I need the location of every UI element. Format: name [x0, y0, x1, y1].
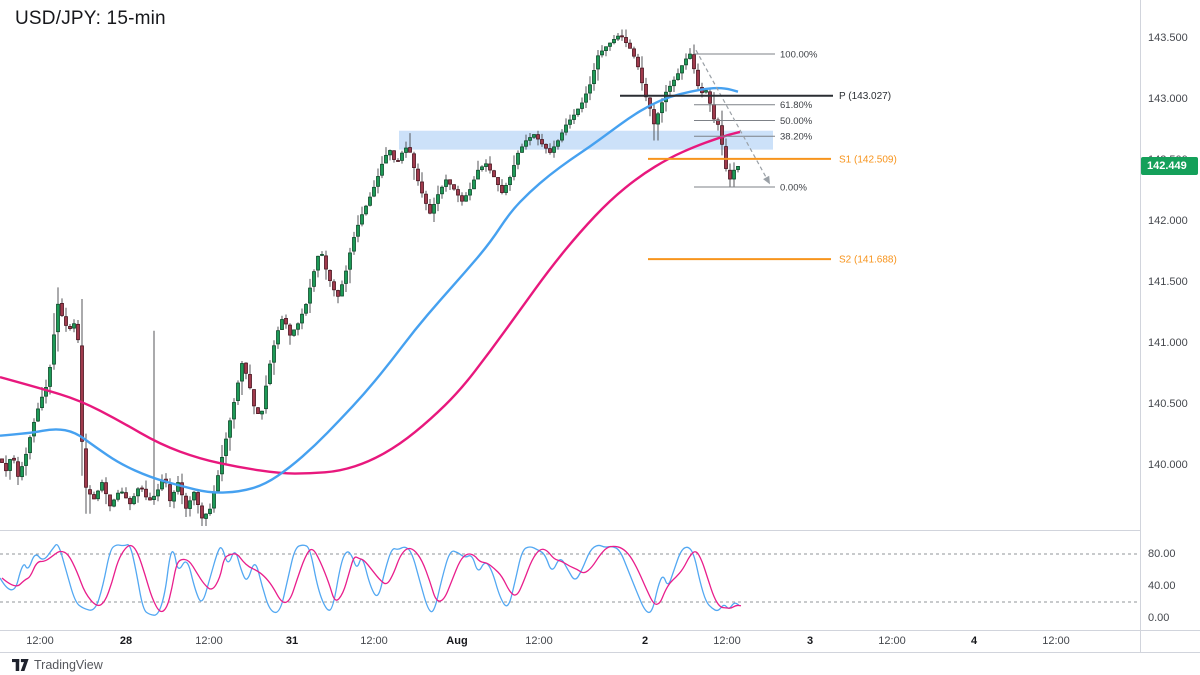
stoch-tick-80.00: 80.00: [1148, 548, 1176, 560]
stochastic-panel: [0, 544, 1140, 616]
time-tick-12:00: 12:00: [195, 635, 223, 647]
time-axis-bottom-border: [0, 652, 1200, 653]
time-axis-top-border: [0, 630, 1200, 631]
ma-fast-line: [0, 86, 739, 494]
pivot-label: P (143.027): [839, 91, 891, 102]
price-tick-141.500: 141.500: [1148, 276, 1188, 288]
fibonacci-retracement: 100.00% 61.80% 50.00% 38.20% 0.00%: [694, 49, 818, 193]
price-tick-143.500: 143.500: [1148, 32, 1188, 44]
fib-level-label: 50.00%: [780, 116, 813, 127]
stoch-tick-40.00: 40.00: [1148, 580, 1176, 592]
time-tick-12:00: 12:00: [713, 635, 741, 647]
time-tick-4: 4: [970, 635, 978, 647]
fib-level-label: 0.00%: [780, 182, 807, 193]
price-tick-143.000: 143.000: [1148, 93, 1188, 105]
price-tick-142.000: 142.000: [1148, 215, 1188, 227]
price-tick-140.500: 140.500: [1148, 398, 1188, 410]
tradingview-logo-text: TradingView: [34, 658, 103, 672]
s2-label: S2 (141.688): [839, 255, 897, 266]
stoch-tick-0.00: 0.00: [1148, 612, 1170, 624]
price-tick-141.000: 141.000: [1148, 337, 1188, 349]
time-tick-12:00: 12:00: [26, 635, 54, 647]
current-price-value: 142.449: [1147, 160, 1187, 173]
tradingview-mark-icon: [12, 658, 29, 671]
fib-level-label: 100.00%: [780, 49, 818, 60]
time-tick-Aug: Aug: [446, 635, 468, 647]
price-tick-140.000: 140.000: [1148, 459, 1188, 471]
current-price-tag: 142.449: [1141, 157, 1198, 176]
time-tick-31: 31: [285, 635, 299, 647]
time-tick-12:00: 12:00: [360, 635, 388, 647]
time-tick-3: 3: [806, 635, 814, 647]
symbol-title: USD/JPY: 15-min: [15, 8, 166, 29]
trend-arrowhead: [763, 175, 770, 185]
s1-label: S1 (142.509): [839, 154, 897, 165]
time-tick-28: 28: [119, 635, 133, 647]
time-tick-2: 2: [641, 635, 649, 647]
panel-separator: [0, 530, 1140, 531]
candlestick-series: [0, 29, 740, 526]
ma-slow-line: [0, 130, 741, 475]
tradingview-logo[interactable]: TradingView: [12, 658, 103, 672]
time-tick-12:00: 12:00: [525, 635, 553, 647]
stoch-k-line: [0, 544, 740, 616]
stoch-d-line: [1, 544, 742, 613]
time-tick-12:00: 12:00: [878, 635, 906, 647]
highlight-zone: [399, 130, 773, 150]
price-axis-border: [1140, 0, 1141, 652]
fib-level-label: 38.20%: [780, 132, 813, 143]
pivot-levels: P (143.027) S1 (142.509) S2 (141.688): [620, 91, 897, 266]
fib-level-label: 61.80%: [780, 100, 813, 111]
trend-dashed-line: [695, 49, 771, 185]
time-tick-12:00: 12:00: [1042, 635, 1070, 647]
